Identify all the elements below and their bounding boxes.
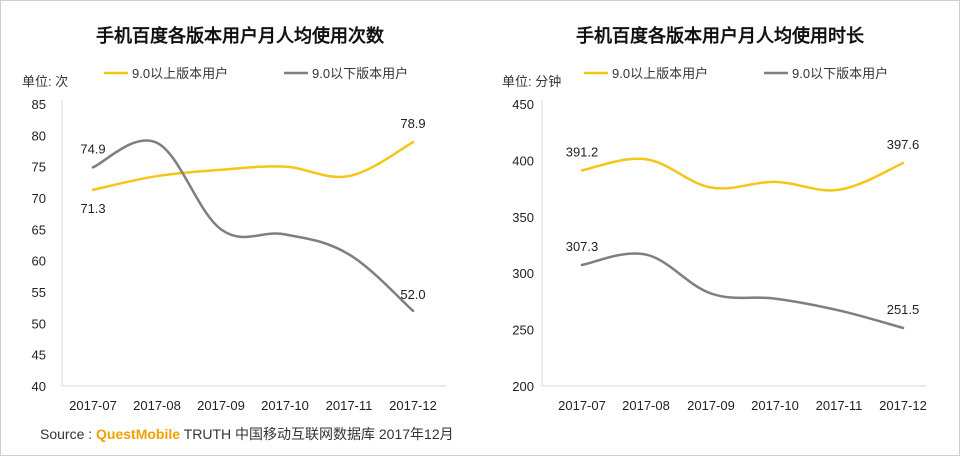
series-line-1 [91,140,415,192]
data-point [644,158,648,161]
data-point [155,141,159,145]
y-tick-label: 200 [512,379,534,394]
x-tick-label: 2017-07 [558,398,606,413]
x-tick-label: 2017-12 [879,398,927,413]
data-label: 74.9 [80,141,105,156]
y-axis-unit: 单位: 分钟 [502,74,561,89]
x-tick-label: 2017-12 [389,398,437,413]
data-point [644,253,648,256]
series-line-2 [580,252,905,330]
data-label: 78.9 [400,116,425,131]
source-note: Source : QuestMobile TRUTH 中国移动互联网数据库 20… [40,424,454,444]
y-tick-label: 60 [32,254,46,269]
source-brand: QuestMobile [96,426,181,442]
legend-label-1: 9.0以上版本用户 [612,66,708,81]
data-point [283,233,287,236]
legend-label-2: 9.0以下版本用户 [312,66,408,81]
data-point [580,263,584,267]
x-tick-label: 2017-11 [326,398,373,413]
data-point [219,168,223,171]
data-point [91,188,95,192]
y-tick-label: 250 [512,323,534,338]
x-tick-label: 2017-09 [687,398,735,413]
x-tick-label: 2017-09 [197,398,245,413]
y-tick-label: 400 [512,153,534,168]
y-tick-label: 75 [32,160,46,175]
x-tick-label: 2017-08 [133,398,181,413]
y-tick-label: 300 [512,266,534,281]
y-tick-label: 55 [32,285,46,300]
data-point [411,141,415,144]
data-label: 391.2 [566,144,599,159]
y-tick-label: 40 [32,379,46,394]
data-point [580,169,584,172]
data-point [155,174,159,178]
data-point [773,180,777,184]
data-label: 307.3 [566,239,599,254]
data-point [709,292,713,295]
y-tick-label: 50 [32,316,46,331]
data-label: 52.0 [400,287,425,302]
data-point [347,174,351,178]
data-point [709,186,713,189]
y-tick-label: 70 [32,191,46,206]
y-tick-label: 65 [32,222,46,237]
data-point [219,228,223,231]
series-line-1 [580,157,905,192]
data-point [411,309,415,312]
x-tick-label: 2017-10 [261,398,309,413]
source-prefix: Source : [40,426,93,442]
y-tick-label: 85 [32,97,46,112]
x-tick-label: 2017-07 [69,398,117,413]
legend-label-2: 9.0以下版本用户 [792,66,888,81]
y-tick-label: 350 [512,210,534,225]
data-point [837,309,841,312]
y-tick-label: 80 [32,128,46,143]
data-point [837,188,841,191]
chart-title: 手机百度各版本用户月人均使用时长 [576,25,865,46]
y-tick-label: 45 [32,348,46,363]
y-tick-label: 450 [512,97,534,112]
x-tick-label: 2017-11 [816,398,863,413]
chart-title: 手机百度各版本用户月人均使用次数 [96,25,385,46]
data-point [773,297,777,300]
data-point [347,253,351,256]
x-tick-label: 2017-10 [751,398,799,413]
data-label: 397.6 [887,137,920,152]
data-point [283,165,287,168]
legend-label-1: 9.0以上版本用户 [132,66,228,81]
data-point [91,166,95,169]
series-line-2 [91,139,415,313]
data-label: 71.3 [80,201,105,216]
x-tick-label: 2017-08 [622,398,670,413]
source-text: TRUTH 中国移动互联网数据库 2017年12月 [183,426,454,442]
y-axis-unit: 单位: 次 [22,74,68,89]
data-point [901,326,905,330]
data-label: 251.5 [887,302,920,317]
data-point [901,161,905,165]
